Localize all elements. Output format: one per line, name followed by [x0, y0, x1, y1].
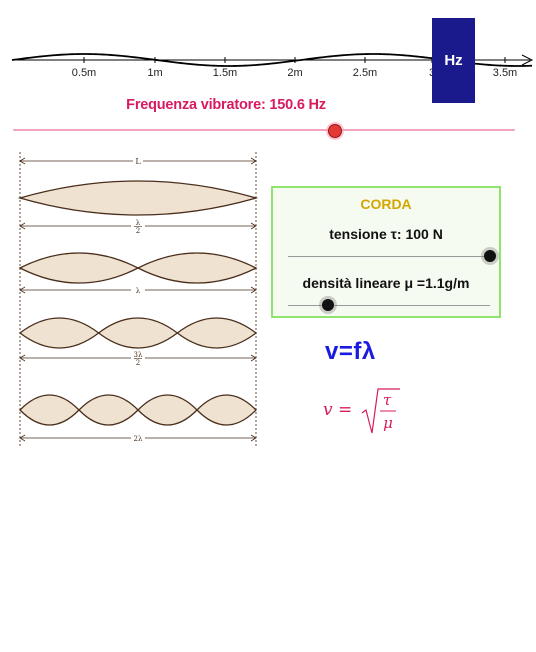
standing-wave-loop — [137, 394, 198, 426]
standing-wave-loop — [196, 394, 257, 426]
axis-tick-label: 2m — [287, 67, 302, 79]
axis-tick-label: 0.5m — [72, 67, 96, 79]
axis-tick-label: 3.5m — [493, 67, 517, 79]
harmonic-label-bg — [131, 433, 145, 443]
arrow-right-icon — [250, 286, 257, 294]
density-slider-track[interactable] — [288, 305, 490, 306]
length-label: L — [135, 157, 141, 166]
tension-label: tensione τ: 100 N — [329, 226, 443, 242]
axis-tick-label: 1.5m — [213, 67, 237, 79]
arrow-right-icon — [250, 157, 257, 165]
harmonic-label-denominator: 2 — [136, 359, 140, 367]
tension-slider-knob[interactable] — [484, 250, 496, 262]
harmonic-label: λ — [136, 287, 141, 295]
arrow-left-icon — [19, 222, 26, 230]
tension-slider-track[interactable] — [288, 256, 490, 257]
wave-speed-formula: v=fλ — [325, 338, 376, 365]
harmonic-label-numerator: 3λ — [134, 351, 143, 359]
speed-sqrt-formula: v = τ μ — [323, 388, 400, 434]
axis-tick-label: 1m — [147, 67, 162, 79]
formula-v-prefix: v = — [323, 400, 352, 420]
hz-button[interactable]: Hz — [432, 18, 475, 103]
arrow-left-icon — [19, 354, 26, 362]
arrow-right-icon — [250, 434, 257, 442]
standing-wave-loop — [97, 317, 179, 349]
x-axis-arrow-icon — [521, 54, 534, 66]
standing-wave-loop — [136, 252, 258, 284]
frequency-slider-knob[interactable] — [328, 124, 343, 138]
arrow-left-icon — [19, 434, 26, 442]
axis-tick-label: 2.5m — [353, 67, 377, 79]
arrow-left-icon — [19, 286, 26, 294]
arrow-right-icon — [250, 354, 257, 362]
harmonic-label-bg — [131, 285, 145, 295]
standing-wave-loop — [78, 394, 139, 426]
standing-wave-loop — [17, 180, 259, 216]
formula-tau: τ — [383, 391, 392, 409]
standing-wave-loop — [19, 394, 80, 426]
formula-mu: μ — [383, 414, 393, 432]
harmonic-label-numerator: λ — [136, 219, 141, 227]
corda-panel: CORDA tensione τ: 100 N densità lineare … — [271, 186, 501, 318]
standing-wave-loop — [176, 317, 258, 349]
length-label-bg — [133, 156, 143, 166]
density-slider-knob[interactable] — [322, 299, 335, 311]
frequency-label: Frequenza vibratore: 150.6 Hz — [126, 97, 326, 113]
harmonic-label: 2λ — [134, 435, 143, 443]
arrow-right-icon — [250, 222, 257, 230]
panel-title: CORDA — [360, 196, 412, 212]
frequency-slider-track[interactable] — [13, 129, 515, 131]
sqrt-symbol-icon — [361, 388, 400, 434]
arrow-left-icon — [19, 157, 26, 165]
harmonic-label-bg — [131, 350, 145, 366]
standing-wave-loop — [18, 317, 100, 349]
density-label: densità lineare μ =1.1g/m — [302, 275, 470, 291]
standing-wave-loop — [18, 252, 140, 284]
harmonic-label-bg — [131, 218, 145, 234]
harmonic-label-denominator: 2 — [136, 227, 140, 235]
